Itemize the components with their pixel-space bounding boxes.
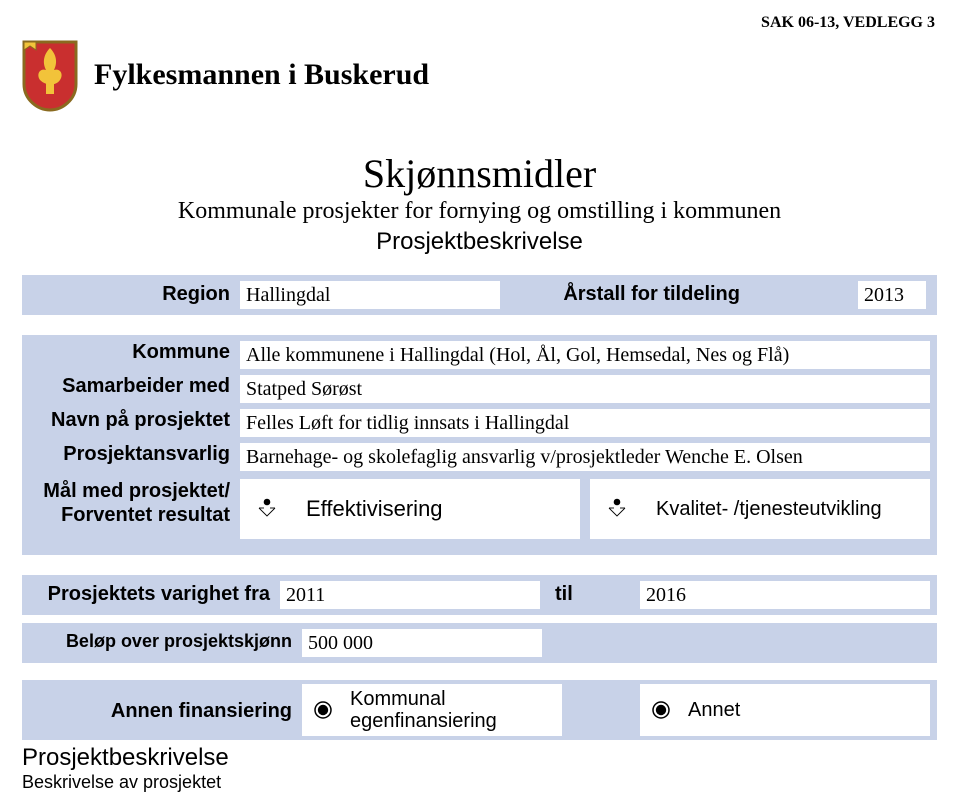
value-samarbeider: Statped Sørøst xyxy=(240,375,930,403)
doc-title: Skjønnsmidler xyxy=(0,150,959,197)
radio-kommunal-egenfinansiering[interactable]: Kommunal egenfinansiering xyxy=(302,684,562,736)
section-heading-prosjektbeskrivelse: Prosjektbeskrivelse xyxy=(22,744,229,772)
radio-annet[interactable]: Annet xyxy=(640,684,930,736)
value-navn: Felles Løft for tidlig innsats i Halling… xyxy=(240,409,930,437)
value-from: 2011 xyxy=(280,581,540,609)
checkbox-label: Kvalitet- /tjenesteutvikling xyxy=(656,498,882,521)
label-varighet: Prosjektets varighet fra xyxy=(30,583,270,606)
value-region: Hallingdal xyxy=(240,281,500,309)
radio-label: Kommunal egenfinansiering xyxy=(350,688,497,732)
label-finansiering: Annen finansiering xyxy=(30,700,292,723)
radio-checked-icon xyxy=(310,697,336,723)
doc-subtitle-1: Kommunale prosjekter for fornying og oms… xyxy=(0,198,959,225)
label-region: Region xyxy=(30,283,230,306)
radio-checked-icon xyxy=(648,697,674,723)
checkbox-kvalitet[interactable]: Kvalitet- /tjenesteutvikling xyxy=(590,479,930,539)
doc-subtitle-2: Prosjektbeskrivelse xyxy=(0,228,959,256)
label-samarbeider: Samarbeider med xyxy=(30,375,230,398)
checkbox-effektivisering[interactable]: Effektivisering xyxy=(240,479,580,539)
value-ansvarlig: Barnehage- og skolefaglig ansvarlig v/pr… xyxy=(240,443,930,471)
label-year: Årstall for tildeling xyxy=(520,283,740,306)
attachment-ref: SAK 06-13, VEDLEGG 3 xyxy=(761,14,935,32)
label-til: til xyxy=(555,583,595,606)
label-belop: Beløp over prosjektskjønn xyxy=(30,631,292,652)
label-kommune: Kommune xyxy=(30,341,230,364)
section-subheading-beskrivelse: Beskrivelse av prosjektet xyxy=(22,772,221,793)
value-kommune: Alle kommunene i Hallingdal (Hol, Ål, Go… xyxy=(240,341,930,369)
label-mal-1: Mål med prosjektet/ xyxy=(30,480,230,503)
label-ansvarlig: Prosjektansvarlig xyxy=(30,443,230,466)
checkbox-label: Effektivisering xyxy=(306,496,443,522)
crest-icon xyxy=(22,40,78,112)
checkbox-icon xyxy=(604,496,630,522)
value-belop: 500 000 xyxy=(302,629,542,657)
label-mal-2: Forventet resultat xyxy=(30,504,230,527)
checkbox-icon xyxy=(254,496,280,522)
org-title: Fylkesmannen i Buskerud xyxy=(94,58,429,92)
label-navn: Navn på prosjektet xyxy=(30,409,230,432)
value-year: 2013 xyxy=(858,281,926,309)
value-to: 2016 xyxy=(640,581,930,609)
radio-label: Annet xyxy=(688,699,740,722)
